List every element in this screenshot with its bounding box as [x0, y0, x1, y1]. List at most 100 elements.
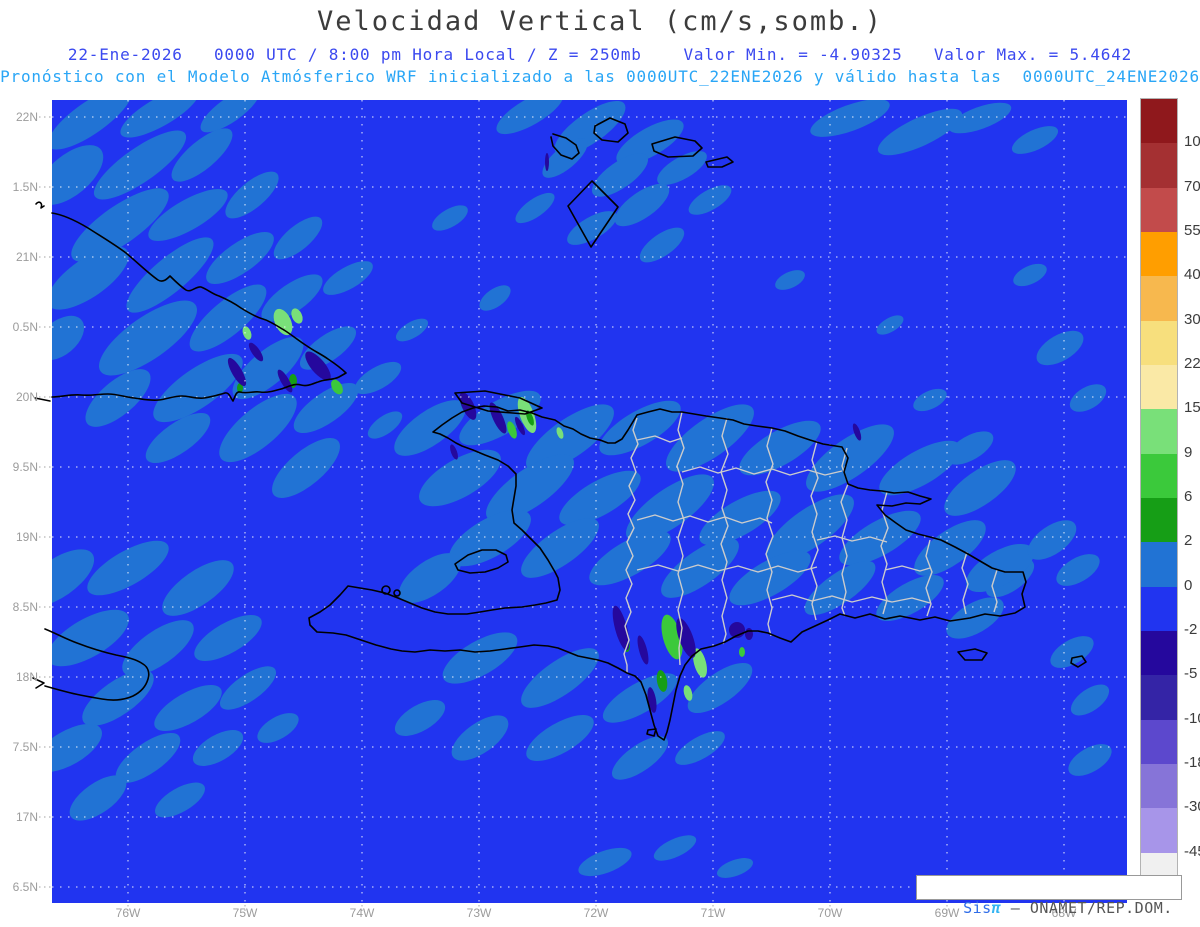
shading-patch: [419, 449, 501, 507]
shading-patch: [52, 723, 102, 773]
colorbar-label: -30: [1184, 798, 1200, 816]
colorbar-swatch: [1141, 586, 1177, 631]
y-axis-label: 17N: [15, 810, 38, 824]
colorbar-swatch: [1141, 187, 1177, 232]
shading-patch: [1068, 744, 1112, 776]
shading-patch: [192, 730, 244, 766]
shading-patch: [52, 609, 129, 667]
shading-patch: [1036, 330, 1084, 366]
x-axis-label: 73W: [466, 906, 492, 920]
shading-patch: [699, 490, 781, 546]
shading-patch: [666, 404, 754, 472]
shading-patch: [479, 285, 511, 311]
colorbar-swatch: [1141, 453, 1177, 498]
x-axis-label: 70W: [817, 906, 843, 920]
updraft-cell: [693, 648, 707, 678]
beata-island: [646, 728, 657, 737]
downdraft-cell: [545, 153, 549, 171]
shading-patch: [1069, 384, 1107, 412]
shading-patch: [87, 540, 169, 596]
shading-patch: [626, 474, 714, 542]
shading-patch: [69, 775, 127, 821]
axis-ticks: [39, 116, 1065, 911]
shading-patch: [120, 100, 200, 138]
tortuga-island: [454, 390, 543, 415]
shading-patch: [354, 361, 402, 395]
colorbar-swatch: [1141, 630, 1177, 676]
shading-patch: [171, 128, 233, 182]
shading-patch: [257, 713, 299, 743]
colorbar-label: -45: [1184, 842, 1200, 860]
colorbar-label: 15: [1184, 399, 1200, 417]
updraft-cell: [331, 379, 343, 395]
shading-patch: [451, 715, 509, 761]
shading-patch: [542, 138, 588, 178]
shading-patch: [82, 670, 154, 726]
y-axis-label: 7.5N: [12, 740, 38, 754]
shading-patch: [52, 549, 95, 607]
shading-patch: [591, 153, 649, 197]
shading-patch: [521, 518, 599, 578]
shading-patch: [687, 662, 753, 714]
downdraft-cell: [745, 628, 753, 640]
cuba-coastline: [51, 212, 347, 402]
cuba-south-fragment: [34, 397, 51, 402]
shading-patch: [442, 632, 518, 684]
downdraft-cell: [637, 635, 649, 665]
shading-patch: [946, 431, 994, 465]
shading-patch: [93, 130, 187, 200]
shading-patch: [639, 227, 685, 263]
x-axis-label: 71W: [700, 906, 726, 920]
saona-island: [957, 648, 988, 661]
shading-patch: [394, 700, 446, 736]
mona-island: [1070, 655, 1087, 668]
y-axis-label: 21N: [15, 250, 38, 264]
shading-patch: [876, 315, 904, 335]
colorbar-label: -5: [1184, 665, 1198, 683]
shading-patch: [394, 400, 466, 456]
shading-patch: [126, 237, 214, 313]
shading-patch: [716, 858, 754, 878]
colorbar-swatch: [1141, 675, 1177, 720]
shading-patch: [521, 648, 599, 708]
shading-patch: [115, 732, 181, 784]
colorbar-label: 30: [1184, 310, 1200, 328]
y-axis-label: 22N: [15, 110, 38, 124]
downdraft-cell: [489, 402, 507, 434]
colorbar-label: 40: [1184, 266, 1200, 284]
cayemites-island-2: [393, 589, 401, 597]
shading-patch: [200, 100, 260, 133]
shading-patch: [589, 530, 671, 586]
shading-patch: [323, 261, 373, 295]
colorbar-swatches: [1140, 98, 1178, 898]
colorbar-label: 0: [1184, 576, 1193, 594]
gonave-island: [454, 549, 509, 574]
shading-patch: [1050, 636, 1094, 668]
subtitle-model-info: Pronóstico con el Modelo Atmósferico WRF…: [0, 67, 1200, 86]
province-borders: [623, 411, 998, 673]
caicos-long-island: [651, 136, 703, 158]
shading-patches: [52, 100, 1112, 878]
downdraft-cell: [514, 416, 526, 436]
shading-patch: [526, 714, 594, 762]
shading-patch: [162, 560, 234, 616]
downdraft-cell: [676, 618, 696, 658]
shading-patch: [913, 388, 947, 412]
shading-patch: [810, 100, 890, 137]
shading-patch: [966, 543, 1034, 593]
x-axis-label: 72W: [583, 906, 609, 920]
shading-patch: [194, 614, 262, 662]
shading-patch: [189, 284, 267, 352]
shading-patch: [739, 420, 821, 476]
x-axis-label: 74W: [349, 906, 375, 920]
updraft-cell: [683, 685, 693, 701]
shading-patch: [52, 145, 104, 205]
branding-org: – ONAMET/REP.DOM.: [1001, 899, 1173, 917]
colorbar-swatch: [1141, 276, 1177, 321]
shading-patch: [272, 438, 340, 498]
shading-patch: [616, 119, 684, 165]
shading-patch: [496, 100, 564, 135]
colorbar-label: 55: [1184, 222, 1200, 239]
colorbar-label: 6: [1184, 488, 1193, 505]
colorbar-swatch: [1141, 808, 1177, 853]
